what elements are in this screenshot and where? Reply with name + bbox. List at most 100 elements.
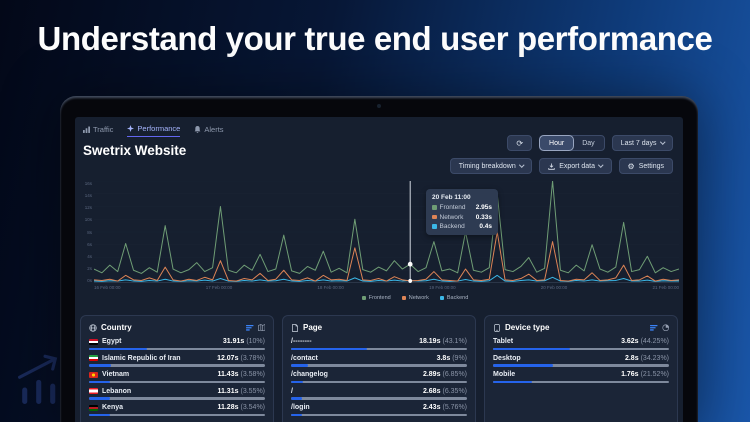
tab-performance[interactable]: Performance bbox=[127, 124, 181, 137]
day-toggle-button[interactable]: Day bbox=[582, 139, 595, 147]
tab-alerts[interactable]: Alerts bbox=[194, 124, 224, 137]
row-percent: (10%) bbox=[246, 338, 265, 345]
tooltip-series-value: 2.95s bbox=[475, 204, 492, 211]
device-rows: Tablet 3.62s (44.25%) Desktop 2.8s (34.2… bbox=[493, 338, 669, 388]
progress-fill bbox=[291, 397, 303, 400]
tooltip-row: Network 0.33s bbox=[432, 214, 492, 221]
row-percent: (21.52%) bbox=[640, 371, 669, 378]
y-tick: 6s bbox=[87, 241, 92, 247]
timing-breakdown-button[interactable]: Timing breakdown bbox=[449, 158, 533, 174]
header-controls: ⟳ Hour Day Last 7 days Timing breakdown bbox=[449, 135, 673, 174]
progress-track bbox=[89, 347, 265, 350]
table-row[interactable]: /changelog 2.89s (6.85%) bbox=[291, 371, 467, 383]
backend-swatch-icon bbox=[432, 224, 437, 229]
tab-performance-label: Performance bbox=[137, 124, 181, 133]
dashboard-screen: Traffic Performance Alerts Swetrix Websi… bbox=[75, 117, 683, 422]
device-panel-header: Device type bbox=[493, 323, 669, 332]
progress-fill bbox=[291, 364, 308, 367]
row-label: Mobile bbox=[493, 371, 516, 378]
legend-label: Network bbox=[408, 295, 429, 301]
row-label: /changelog bbox=[291, 371, 328, 378]
chart-plot-area[interactable]: 20 Feb 11:00 Frontend 2.95s Network 0.33… bbox=[94, 181, 679, 283]
progress-track bbox=[493, 364, 669, 367]
tooltip-row: Frontend 2.95s bbox=[432, 204, 492, 211]
progress-fill bbox=[493, 347, 571, 350]
table-row[interactable]: /contact 3.8s (9%) bbox=[291, 355, 467, 367]
legend-frontend[interactable]: Frontend bbox=[361, 295, 391, 301]
row-value: 2.89s bbox=[422, 371, 441, 378]
tooltip-series-value: 0.4s bbox=[479, 223, 492, 230]
row-value: 18.19s bbox=[419, 338, 441, 345]
settings-button[interactable]: ⚙ Settings bbox=[618, 158, 673, 174]
kenya-flag-icon bbox=[89, 404, 98, 411]
refresh-button[interactable]: ⟳ bbox=[507, 135, 533, 151]
table-row[interactable]: Kenya 11.28s (3.54%) bbox=[89, 404, 265, 416]
table-row[interactable]: Tablet 3.62s (44.25%) bbox=[493, 338, 669, 350]
table-row[interactable]: Islamic Republic of Iran 12.07s (3.78%) bbox=[89, 355, 265, 367]
table-row[interactable]: Vietnam 11.43s (3.58%) bbox=[89, 371, 265, 383]
progress-fill bbox=[291, 413, 302, 416]
y-tick: 14s bbox=[84, 193, 92, 199]
tab-alerts-label: Alerts bbox=[204, 124, 224, 134]
row-label: Egypt bbox=[102, 338, 122, 345]
row-value: 11.31s bbox=[217, 387, 239, 395]
progress-track bbox=[89, 364, 265, 367]
row-percent: (44.25%) bbox=[640, 338, 669, 345]
progress-fill bbox=[89, 347, 148, 350]
pie-view-icon[interactable] bbox=[661, 324, 670, 332]
tab-traffic-label: Traffic bbox=[93, 124, 114, 134]
legend-label: Backend bbox=[446, 295, 469, 301]
legend-label: Frontend bbox=[368, 295, 391, 301]
row-value: 31.91s bbox=[222, 338, 245, 345]
table-row[interactable]: Mobile 1.76s (21.52%) bbox=[493, 371, 669, 383]
dashboard-tabs: Traffic Performance Alerts bbox=[83, 124, 224, 137]
y-tick: 4s bbox=[87, 253, 92, 259]
panel-title: Country bbox=[101, 323, 132, 332]
row-percent: (3.78%) bbox=[240, 354, 265, 362]
table-row[interactable]: Lebanon 11.31s (3.55%) bbox=[89, 388, 265, 400]
row-value: 12.07s bbox=[217, 354, 239, 362]
tab-traffic[interactable]: Traffic bbox=[83, 124, 113, 137]
tooltip-series-value: 0.33s bbox=[475, 213, 492, 221]
refresh-icon: ⟳ bbox=[516, 138, 524, 148]
table-row[interactable]: / 2.68s (6.35%) bbox=[291, 388, 467, 400]
date-range-button[interactable]: Last 7 days bbox=[611, 135, 673, 151]
network-swatch-icon bbox=[401, 296, 406, 300]
y-tick: 0s bbox=[87, 278, 92, 283]
row-value: 3.62s bbox=[621, 338, 639, 345]
row-value: 1.76s bbox=[621, 371, 639, 378]
export-data-button[interactable]: Export data bbox=[539, 158, 612, 174]
table-row[interactable]: /login 2.43s (5.76%) bbox=[291, 404, 467, 416]
table-row[interactable]: /-------- 18.19s (43.1%) bbox=[291, 338, 467, 350]
row-value: 11.43s bbox=[217, 371, 239, 378]
list-view-icon[interactable] bbox=[246, 324, 254, 332]
progress-fill bbox=[89, 413, 110, 416]
map-view-icon[interactable] bbox=[257, 323, 266, 332]
row-percent: (6.35%) bbox=[442, 387, 467, 395]
hour-toggle-button[interactable]: Hour bbox=[539, 135, 575, 151]
row-percent: (43.1%) bbox=[442, 338, 467, 345]
timing-breakdown-label: Timing breakdown bbox=[458, 162, 516, 170]
progress-fill bbox=[291, 347, 367, 350]
globe-icon bbox=[89, 323, 97, 332]
tooltip-series-name: Network bbox=[439, 213, 464, 221]
legend-network[interactable]: Network bbox=[401, 295, 429, 301]
tooltip-series-name: Frontend bbox=[439, 204, 466, 211]
table-row[interactable]: Egypt 31.91s (10%) bbox=[89, 338, 265, 350]
progress-fill bbox=[493, 364, 553, 367]
x-tick: 18 Feb 00:00 bbox=[317, 285, 344, 290]
page-rows: /-------- 18.19s (43.1%) /contact 3.8s (… bbox=[291, 338, 467, 421]
row-value: 2.43s bbox=[422, 404, 441, 411]
legend-backend[interactable]: Backend bbox=[439, 295, 469, 301]
performance-chart: 16s 14s 12s 10s 8s 6s 4s 2s 0s 20 Feb 11… bbox=[81, 181, 679, 301]
row-percent: (5.76%) bbox=[442, 404, 467, 411]
backend-swatch-icon bbox=[439, 296, 444, 300]
progress-fill bbox=[493, 380, 532, 383]
list-view-icon[interactable] bbox=[650, 324, 658, 332]
table-row[interactable]: Desktop 2.8s (34.23%) bbox=[493, 355, 669, 367]
progress-track bbox=[291, 397, 467, 400]
progress-fill bbox=[89, 380, 111, 383]
row-percent: (3.54%) bbox=[240, 404, 265, 411]
x-tick: 16 Feb 00:00 bbox=[94, 285, 121, 290]
file-icon bbox=[292, 323, 298, 332]
